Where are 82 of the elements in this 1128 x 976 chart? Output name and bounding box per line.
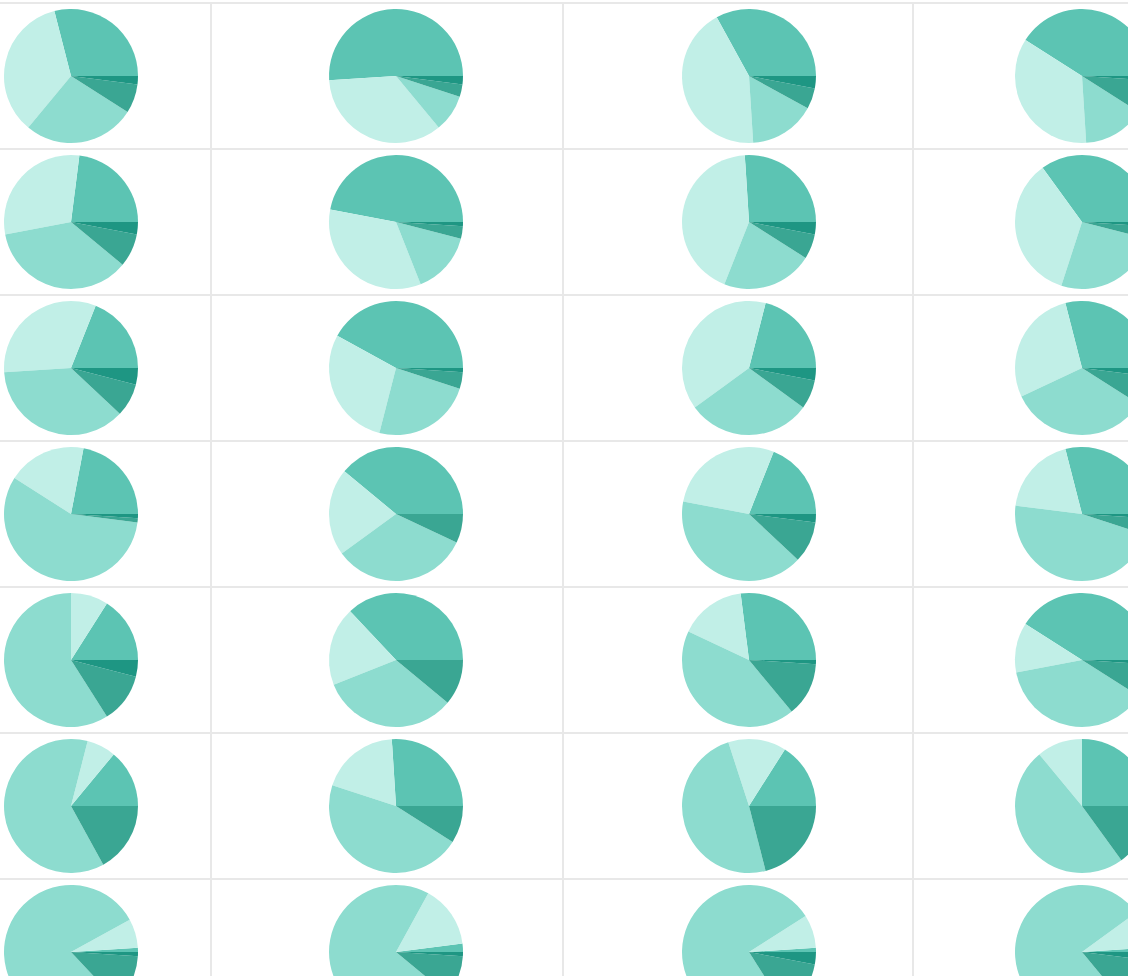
pie-slice	[682, 501, 798, 581]
pie-slice	[682, 742, 766, 874]
pie-slice	[328, 75, 438, 142]
pie-slice	[5, 221, 123, 289]
pie-slice	[749, 75, 815, 108]
pie-slice	[749, 221, 816, 234]
pie-slice	[749, 451, 816, 514]
pie-slice	[682, 16, 754, 142]
pie-slice	[331, 739, 395, 807]
pie-slice	[749, 513, 816, 523]
pie-slice	[395, 221, 460, 284]
pie-slice	[740, 593, 816, 661]
pie-slice	[71, 75, 138, 84]
pie-slice	[71, 741, 114, 807]
pie-slice	[71, 593, 107, 661]
pie-slice	[682, 154, 749, 284]
pie-slice	[4, 10, 71, 127]
pie-slice	[4, 367, 120, 435]
pie-slice	[328, 785, 452, 874]
pie-slice	[71, 448, 138, 514]
pie-slice	[54, 8, 138, 75]
pie-slice	[749, 75, 816, 88]
pie-slice	[749, 513, 816, 560]
pie-slice	[395, 75, 462, 84]
pie-slice	[728, 739, 785, 807]
pie-slice	[395, 221, 462, 238]
pie-slice	[28, 75, 128, 142]
pie-slice	[694, 367, 804, 435]
pie-slice	[328, 471, 395, 554]
pie-slice	[395, 513, 462, 543]
pie-slice	[378, 367, 459, 435]
pie-slice	[724, 221, 806, 289]
pie-slice	[749, 75, 808, 142]
pie-slice	[71, 806, 138, 866]
pie-slice	[14, 446, 84, 514]
pie-slice	[71, 221, 137, 264]
pie-slice	[71, 367, 138, 385]
pie-slice	[332, 660, 447, 728]
pie-slice	[682, 631, 792, 728]
pie-slice	[71, 660, 136, 717]
pie-slice	[749, 749, 816, 807]
pie-slice	[328, 611, 395, 685]
pie-slice	[329, 154, 462, 222]
pie-slice	[688, 593, 749, 661]
pie-slice	[395, 75, 462, 96]
pie-slice	[683, 446, 774, 514]
pie-slice	[395, 367, 462, 389]
pie-slice	[4, 154, 80, 234]
pie-slice	[71, 221, 138, 234]
pie-slice	[71, 367, 136, 414]
pie-slice	[71, 513, 138, 519]
pie-slice	[71, 305, 138, 368]
pie-slice	[749, 806, 816, 872]
pie-slice	[749, 660, 816, 712]
pie-slice	[328, 335, 395, 433]
pie-slice	[340, 513, 456, 581]
pie-slice	[71, 660, 138, 677]
pie-slice	[71, 154, 138, 222]
pie-slice	[4, 477, 138, 581]
pie-slice	[343, 446, 462, 514]
pie-slice	[682, 300, 766, 407]
pie-slice	[71, 754, 138, 807]
pie-slice	[71, 75, 138, 111]
pie-slice	[4, 593, 107, 728]
pie-slice	[71, 513, 138, 523]
pie-slice	[395, 806, 462, 843]
pie-slice	[336, 300, 462, 368]
pie-slice	[4, 300, 96, 372]
pie-slice	[749, 367, 815, 407]
pie-slice	[349, 593, 462, 661]
pie-slice	[395, 75, 459, 127]
pie-slice	[328, 208, 420, 289]
pie-slice	[749, 302, 816, 368]
pie-slice	[749, 367, 816, 381]
pie-slice	[744, 154, 816, 222]
pie-slice	[395, 660, 462, 703]
pie-slice	[749, 221, 815, 258]
pie-slice	[390, 739, 462, 807]
pie-slice	[716, 8, 816, 75]
pie-slice	[328, 8, 462, 80]
pie-slice	[4, 739, 104, 874]
pie-slice	[71, 603, 138, 661]
